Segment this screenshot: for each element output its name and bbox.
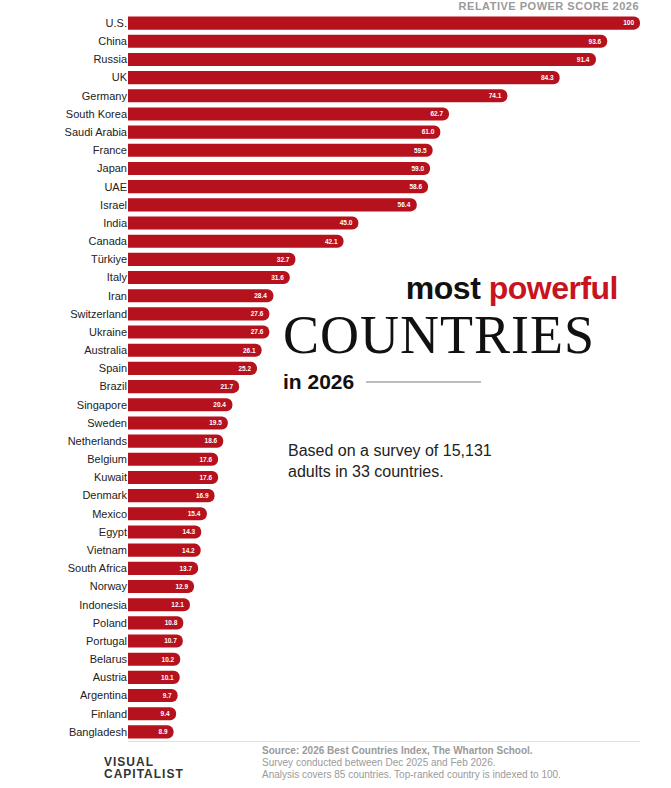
- svg-text:UAE: UAE: [104, 181, 127, 193]
- svg-text:62.7: 62.7: [430, 110, 443, 117]
- svg-text:21.7: 21.7: [220, 383, 233, 390]
- svg-text:Poland: Poland: [93, 617, 127, 629]
- svg-text:Sweden: Sweden: [87, 417, 127, 429]
- svg-text:Switzerland: Switzerland: [70, 308, 127, 320]
- svg-text:17.6: 17.6: [199, 474, 212, 481]
- html-text:most powerful: most powerful: [405, 270, 618, 306]
- svg-text:93.6: 93.6: [589, 38, 602, 45]
- html-text:Analysis covers 85 countries.: Analysis covers 85 countries. Top-ranked…: [262, 769, 561, 780]
- svg-text:28.4: 28.4: [254, 292, 267, 299]
- svg-text:Russia: Russia: [93, 53, 128, 65]
- svg-text:74.1: 74.1: [489, 92, 502, 99]
- svg-text:25.2: 25.2: [238, 365, 251, 372]
- svg-text:Spain: Spain: [99, 362, 127, 374]
- svg-text:12.1: 12.1: [171, 601, 184, 608]
- svg-text:13.7: 13.7: [179, 565, 192, 572]
- svg-text:Egypt: Egypt: [99, 526, 127, 538]
- svg-text:Netherlands: Netherlands: [68, 435, 128, 447]
- html-text:Source: 2026 Best Countries In: Source: 2026 Best Countries Index, The W…: [262, 745, 533, 756]
- svg-text:Iran: Iran: [108, 290, 127, 302]
- svg-text:France: France: [93, 144, 127, 156]
- svg-text:Brazil: Brazil: [99, 380, 127, 392]
- svg-text:Saudi Arabia: Saudi Arabia: [65, 126, 128, 138]
- svg-text:Denmark: Denmark: [82, 489, 127, 501]
- svg-text:Indonesia: Indonesia: [79, 599, 128, 611]
- svg-text:Singapore: Singapore: [77, 399, 127, 411]
- svg-text:Italy: Italy: [107, 271, 128, 283]
- html-text:Survey conducted between Dec 2: Survey conducted between Dec 2025 and Fe…: [262, 757, 496, 768]
- svg-text:16.9: 16.9: [196, 492, 209, 499]
- svg-text:Australia: Australia: [84, 344, 128, 356]
- svg-text:45.0: 45.0: [340, 219, 353, 226]
- svg-text:18.6: 18.6: [205, 437, 218, 444]
- svg-text:59.0: 59.0: [411, 165, 424, 172]
- svg-text:15.4: 15.4: [188, 510, 201, 517]
- svg-text:26.1: 26.1: [243, 347, 256, 354]
- svg-text:42.1: 42.1: [325, 238, 338, 245]
- svg-text:Türkiye: Türkiye: [91, 253, 127, 265]
- svg-text:20.4: 20.4: [213, 401, 226, 408]
- svg-text:56.4: 56.4: [398, 201, 411, 208]
- svg-text:8.9: 8.9: [159, 728, 168, 735]
- svg-text:100: 100: [623, 19, 634, 26]
- svg-text:91.4: 91.4: [577, 56, 590, 63]
- svg-text:India: India: [103, 217, 128, 229]
- svg-text:10.7: 10.7: [164, 637, 177, 644]
- html-text:VISUAL CAPITALIST: VISUAL CAPITALIST: [104, 755, 184, 781]
- svg-text:19.5: 19.5: [209, 419, 222, 426]
- svg-text:17.6: 17.6: [199, 456, 212, 463]
- svg-text:58.6: 58.6: [409, 183, 422, 190]
- svg-text:84.3: 84.3: [541, 74, 554, 81]
- svg-text:Ukraine: Ukraine: [89, 326, 127, 338]
- svg-text:10.1: 10.1: [161, 674, 174, 681]
- svg-text:Belarus: Belarus: [90, 653, 128, 665]
- svg-text:Belgium: Belgium: [87, 453, 127, 465]
- svg-text:Vietnam: Vietnam: [87, 544, 127, 556]
- svg-text:South Korea: South Korea: [66, 108, 128, 120]
- svg-text:Norway: Norway: [90, 580, 128, 592]
- svg-text:9.4: 9.4: [161, 710, 170, 717]
- svg-text:61.0: 61.0: [422, 128, 435, 135]
- svg-text:Portugal: Portugal: [86, 635, 127, 647]
- svg-text:Argentina: Argentina: [80, 689, 128, 701]
- svg-text:27.6: 27.6: [251, 310, 264, 317]
- svg-text:31.6: 31.6: [271, 274, 284, 281]
- svg-text:Canada: Canada: [88, 235, 127, 247]
- svg-text:U.S.: U.S.: [106, 17, 127, 29]
- svg-text:27.6: 27.6: [251, 328, 264, 335]
- svg-text:South Africa: South Africa: [68, 562, 128, 574]
- svg-text:Israel: Israel: [100, 199, 127, 211]
- html-text:Based on a survey of 15,131 ad: Based on a survey of 15,131 adults in 33…: [288, 442, 492, 480]
- html-text:COUNTRIES: COUNTRIES: [283, 305, 595, 365]
- svg-text:Germany: Germany: [82, 90, 128, 102]
- svg-text:Japan: Japan: [97, 162, 127, 174]
- svg-text:59.5: 59.5: [414, 147, 427, 154]
- html-text:RELATIVE POWER SCORE 2026: RELATIVE POWER SCORE 2026: [458, 0, 639, 12]
- svg-text:14.2: 14.2: [182, 547, 195, 554]
- svg-text:14.3: 14.3: [183, 528, 196, 535]
- svg-text:10.2: 10.2: [162, 656, 175, 663]
- svg-text:Mexico: Mexico: [92, 508, 127, 520]
- svg-text:9.7: 9.7: [163, 692, 172, 699]
- html-text:in 2026: in 2026: [283, 370, 355, 393]
- svg-text:32.7: 32.7: [277, 256, 290, 263]
- svg-text:10.8: 10.8: [165, 619, 178, 626]
- svg-text:China: China: [98, 35, 128, 47]
- svg-text:Bangladesh: Bangladesh: [69, 726, 127, 738]
- svg-text:Finland: Finland: [91, 708, 127, 720]
- svg-text:Kuwait: Kuwait: [94, 471, 127, 483]
- svg-text:Austria: Austria: [93, 671, 128, 683]
- svg-text:12.9: 12.9: [175, 583, 188, 590]
- svg-text:UK: UK: [112, 71, 128, 83]
